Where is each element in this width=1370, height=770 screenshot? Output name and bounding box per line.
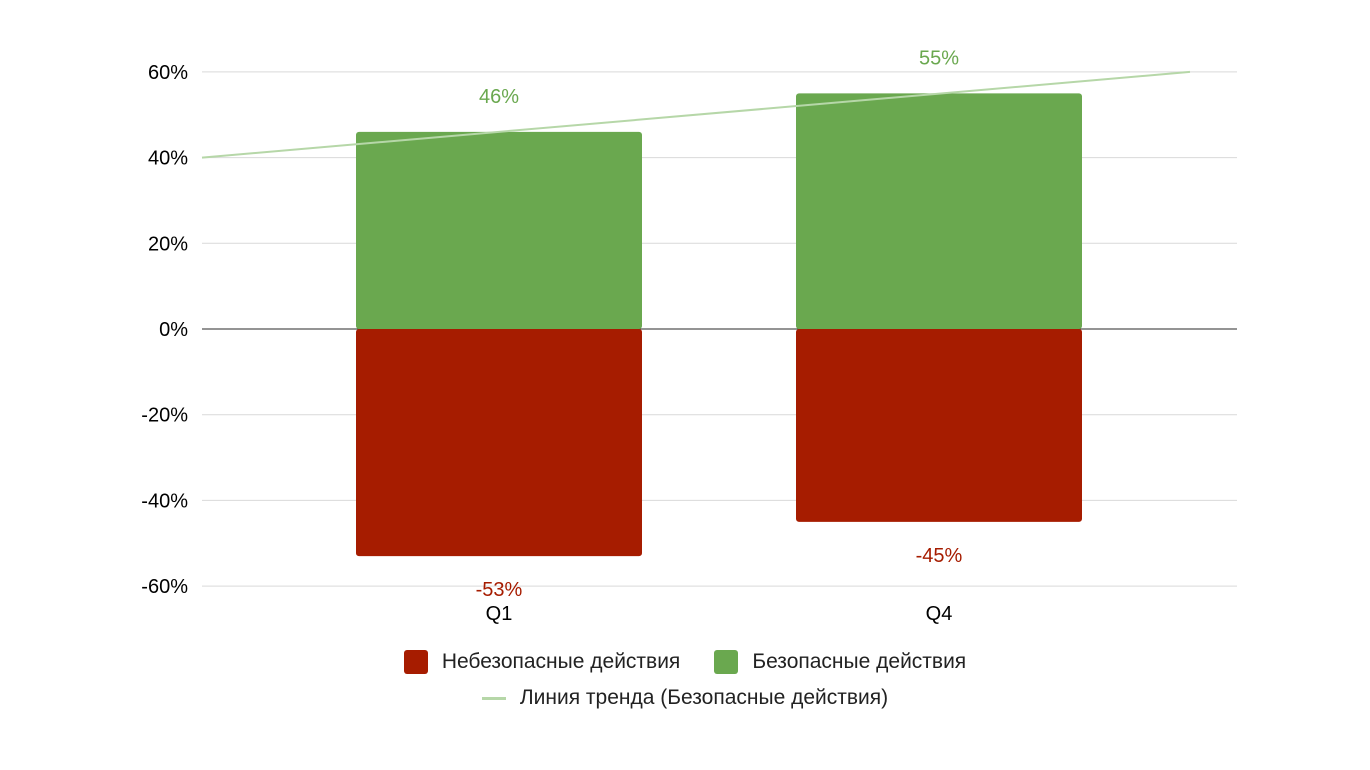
legend-item-trendline: Линия тренда (Безопасные действия): [481, 686, 889, 710]
bar-chart: 60% 40% 20% 0% -20% -40% -60% -53% 46% -45% 55% Q…: [141, 47, 1237, 625]
y-tick-label: 20%: [148, 233, 188, 255]
data-labels: -53% 46% -45% 55%: [476, 47, 963, 601]
bar-safe-q4: [796, 93, 1082, 329]
y-axis-ticks: 60% 40% 20% 0% -20% -40% -60%: [141, 62, 188, 598]
legend-swatch-trendline: [481, 696, 506, 700]
bar-safe-q1: [356, 131, 642, 329]
legend-label-trendline: Линия тренда (Безопасные действия): [519, 686, 889, 709]
y-tick-label: 0%: [159, 319, 188, 341]
y-tick-label: -60%: [141, 576, 188, 598]
trendline-group: [201, 70, 1191, 159]
x-axis-labels: Q1 Q4: [486, 603, 953, 625]
bar-unsafe-q4: [796, 329, 1082, 522]
x-tick-label-q1: Q1: [486, 603, 513, 625]
trendline: [201, 70, 1191, 159]
data-label-safe-q1: 46%: [479, 86, 519, 108]
x-tick-label-q4: Q4: [926, 603, 953, 625]
legend-row-series: Небезопасные действия Безопасные действи…: [0, 640, 1370, 684]
legend-swatch-unsafe: [403, 650, 428, 674]
y-tick-label: -40%: [141, 490, 188, 512]
y-tick-label: -20%: [141, 405, 188, 427]
legend: Небезопасные действия Безопасные действи…: [0, 640, 1370, 720]
legend-item-unsafe: Небезопасные действия: [403, 650, 681, 674]
legend-swatch-safe: [714, 650, 739, 674]
legend-item-safe: Безопасные действия: [714, 650, 966, 674]
legend-label-safe: Безопасные действия: [752, 650, 967, 673]
bar-unsafe-q1: [356, 329, 642, 557]
bars: [356, 93, 1082, 557]
data-label-safe-q4: 55%: [919, 47, 959, 69]
legend-label-unsafe: Небезопасные действия: [441, 650, 681, 673]
y-tick-label: 60%: [148, 62, 188, 84]
legend-row-trend: Линия тренда (Безопасные действия): [0, 676, 1370, 720]
data-label-unsafe-q1: -53%: [476, 579, 523, 601]
data-label-unsafe-q4: -45%: [916, 545, 963, 567]
y-tick-label: 40%: [148, 148, 188, 170]
